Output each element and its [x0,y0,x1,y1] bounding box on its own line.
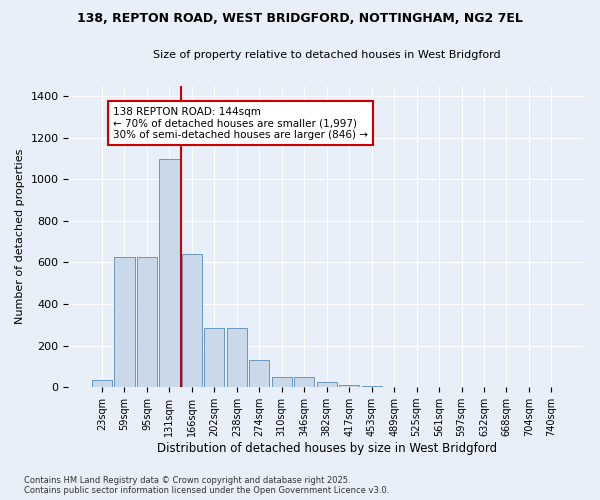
Bar [137,258,157,387]
Bar [182,254,202,387]
Y-axis label: Number of detached properties: Number of detached properties [15,149,25,324]
Bar [272,377,292,387]
Text: 138 REPTON ROAD: 144sqm
← 70% of detached houses are smaller (1,997)
30% of semi: 138 REPTON ROAD: 144sqm ← 70% of detache… [113,106,368,140]
Text: 138, REPTON ROAD, WEST BRIDGFORD, NOTTINGHAM, NG2 7EL: 138, REPTON ROAD, WEST BRIDGFORD, NOTTIN… [77,12,523,26]
X-axis label: Distribution of detached houses by size in West Bridgford: Distribution of detached houses by size … [157,442,497,455]
Bar [159,158,179,387]
Bar [339,385,359,387]
Title: Size of property relative to detached houses in West Bridgford: Size of property relative to detached ho… [153,50,500,60]
Bar [204,328,224,387]
Bar [92,380,112,387]
Text: Contains HM Land Registry data © Crown copyright and database right 2025.
Contai: Contains HM Land Registry data © Crown c… [24,476,389,495]
Bar [362,386,382,387]
Bar [317,382,337,387]
Bar [227,328,247,387]
Bar [249,360,269,387]
Bar [115,258,134,387]
Bar [294,377,314,387]
